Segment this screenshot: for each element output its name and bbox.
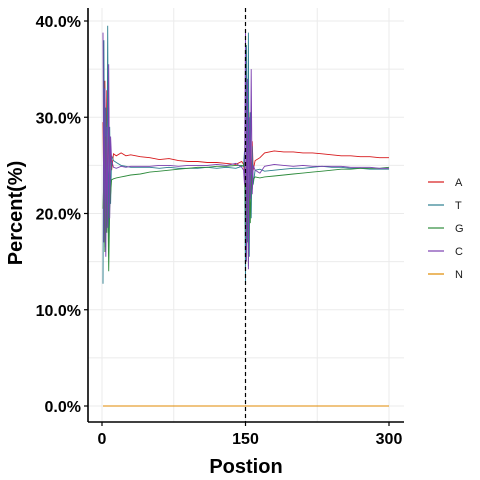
- y-tick-label: 20.0%: [36, 207, 81, 224]
- x-tick-label: 150: [232, 431, 259, 448]
- x-tick-label: 300: [376, 431, 403, 448]
- legend-label: T: [455, 200, 462, 212]
- y-tick-label: 10.0%: [36, 303, 81, 320]
- legend-label: C: [455, 246, 463, 258]
- legend-item-G: G: [428, 223, 464, 235]
- legend-label: A: [455, 177, 463, 189]
- series-line-C: [102, 30, 389, 270]
- y-tick-label: 30.0%: [36, 110, 81, 127]
- x-ticks: 0 150 300: [98, 422, 403, 448]
- series-lines: [102, 25, 390, 407]
- legend-item-A: A: [428, 177, 463, 189]
- y-ticks: 0.0% 10.0% 20.0% 30.0% 40.0%: [36, 14, 88, 416]
- y-tick-label: 40.0%: [36, 14, 81, 31]
- legend-item-N: N: [428, 269, 463, 281]
- y-tick-label: 0.0%: [45, 399, 81, 416]
- y-axis-label: Percent(%): [5, 161, 27, 265]
- series-line-G: [102, 136, 390, 272]
- legend-label: N: [455, 269, 463, 281]
- legend-item-T: T: [428, 200, 462, 212]
- legend-label: G: [455, 223, 464, 235]
- legend-item-C: C: [428, 246, 463, 258]
- x-axis-label: Postion: [209, 456, 282, 478]
- x-tick-label: 0: [98, 431, 107, 448]
